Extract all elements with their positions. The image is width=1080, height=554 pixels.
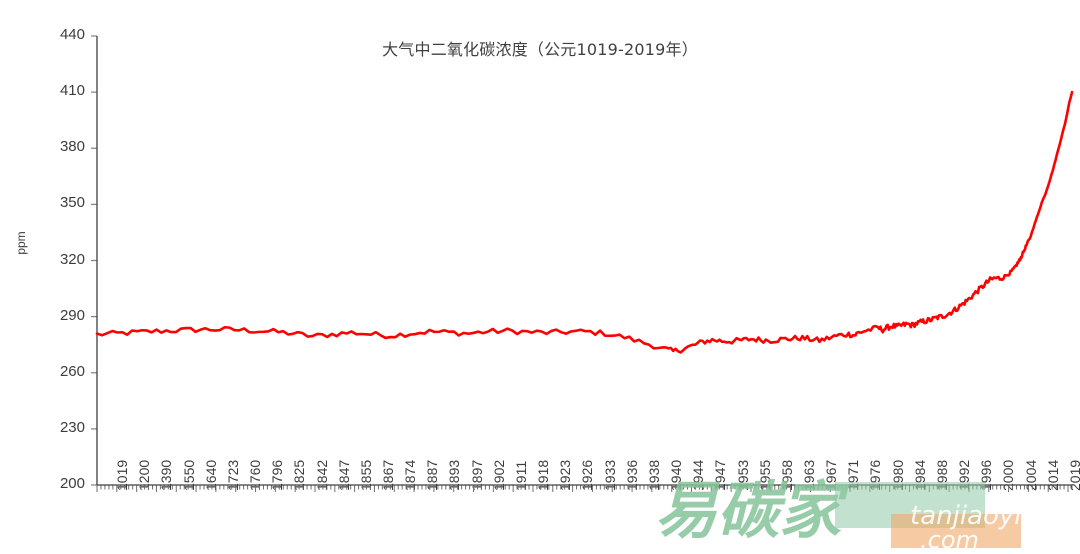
- y-axis-tick-label: 380: [59, 138, 85, 156]
- co2-concentration-line: [95, 90, 1074, 354]
- y-axis-tick-label: 410: [59, 82, 85, 100]
- y-axis-tick-label: 320: [59, 250, 85, 268]
- y-axis-tick-label: 200: [59, 475, 85, 492]
- y-axis-tick-label: 290: [59, 306, 85, 324]
- chart-title: 大气中二氧化碳浓度（公元1019-2019年）: [382, 40, 698, 59]
- y-axis-tick-label: 230: [59, 418, 85, 436]
- axis-ticks: [91, 35, 1073, 492]
- y-axis-tick-label: 440: [59, 26, 85, 43]
- y-axis-tick-label: 350: [59, 194, 85, 212]
- y-axis-tick-label: 260: [59, 362, 85, 380]
